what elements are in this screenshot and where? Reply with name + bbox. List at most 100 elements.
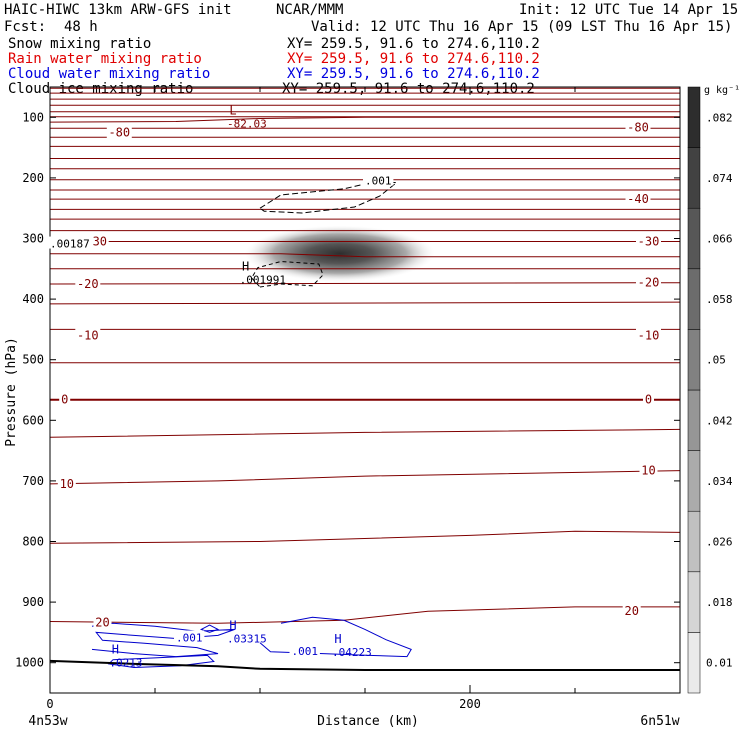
isotherm-label-bg — [643, 392, 654, 406]
field-cloudwater-name: Cloud water mixing ratio — [8, 66, 211, 82]
isotherm-label-bg — [625, 192, 651, 206]
isotherm-label-bg — [622, 604, 641, 618]
isotherm-label-bg — [106, 125, 132, 139]
extremum-value: .0213 — [109, 657, 142, 670]
colorbar-tick-label: .034 — [706, 475, 733, 488]
isotherm-21 — [49, 282, 681, 285]
y-tick-label: 300 — [22, 232, 44, 246]
contour-label: .001 — [176, 631, 203, 644]
extremum-value: .001991 — [240, 274, 286, 287]
colorbar-tick-label: .082 — [706, 111, 733, 124]
isotherm-27 — [49, 470, 681, 485]
field-cloudwater-xy: XY= 259.5, 91.6 to 274.6,110.2 — [287, 66, 540, 82]
extremum-h-marker: H — [112, 643, 119, 657]
field-snow-xy: XY= 259.5, 91.6 to 274.6,110.2 — [287, 36, 540, 52]
colorbar-tick-label: .018 — [706, 596, 733, 609]
colorbar-segment — [687, 632, 701, 694]
y-tick-label: 800 — [22, 535, 44, 549]
isotherm-label: -10 — [77, 328, 99, 342]
isotherm-label-bg — [57, 476, 76, 490]
isotherm-label-bg — [625, 120, 651, 134]
colorbar-segment — [687, 389, 701, 451]
field-rain-name: Rain water mixing ratio — [8, 51, 202, 67]
extremum-h-marker: H — [229, 618, 236, 632]
isotherm-label-bg — [636, 275, 661, 289]
x-tick-label: 200 — [459, 697, 481, 711]
valid-time: Valid: 12 UTC Thu 16 Apr 15 (09 LST Thu … — [311, 19, 733, 35]
colorbar-tick-label: 0.01 — [706, 657, 733, 670]
isotherm-label-bg — [636, 328, 661, 342]
colorbar-tick-label: .058 — [706, 293, 733, 306]
cloud-water-contour-left-inner — [107, 654, 215, 669]
colorbar-segment — [687, 510, 701, 573]
isotherm-label: 0 — [61, 393, 68, 407]
x-axis-title: Distance (km) — [317, 714, 419, 729]
cloud-water-contour-left-outer — [91, 622, 235, 658]
model-title: HAIC-HIWC 13km ARW-GFS init — [4, 2, 232, 18]
isotherm-label: -40 — [627, 192, 649, 206]
colorbar-segment — [687, 268, 701, 330]
colorbar-segment — [687, 147, 701, 209]
cloud-ice-contour-upper — [259, 180, 398, 214]
extremum-h-marker: H — [242, 260, 249, 274]
left-endpoint-label: 4n53w — [28, 714, 67, 729]
isotherm-26 — [49, 428, 681, 438]
isotherm-label: -30 — [638, 235, 660, 249]
fcst-value: 48 h — [64, 19, 98, 35]
colorbar-segment — [687, 450, 701, 512]
contour-label: .001 — [365, 175, 392, 188]
isotherm-label-bg — [636, 234, 661, 248]
isotherm-label: 0 — [645, 393, 652, 407]
contour-label-bg — [48, 236, 92, 249]
cloud-ice-contour-lower — [250, 260, 324, 288]
y-tick-label: 600 — [22, 413, 44, 427]
isotherm-label-bg — [59, 392, 71, 406]
colorbar-segment — [687, 86, 701, 148]
y-tick-label: 200 — [22, 171, 44, 185]
contour-label: .001 — [292, 645, 319, 658]
org-label: NCAR/MMM — [276, 2, 344, 18]
extremum-value: .03315 — [227, 632, 267, 645]
isotherm-19 — [50, 253, 680, 258]
isotherm-label-bg — [75, 276, 101, 290]
x-tick-label: 0 — [46, 697, 53, 711]
field-snow-name: Snow mixing ratio — [8, 36, 152, 52]
colorbar-tick-label: .074 — [706, 172, 733, 185]
colorbar-segment — [687, 329, 701, 391]
extremum-value: -82.03 — [227, 117, 267, 130]
y-tick-label: 100 — [22, 110, 44, 124]
isotherm-29 — [49, 606, 680, 624]
field-rain-xy: XY= 259.5, 91.6 to 274.6,110.2 — [287, 51, 540, 67]
isotherm-label: -20 — [77, 277, 99, 291]
right-endpoint-label: 6n51w — [640, 714, 679, 729]
y-tick-label: 900 — [22, 595, 44, 609]
isotherm-28 — [49, 530, 681, 544]
fcst-label: Fcst: — [4, 19, 47, 35]
y-tick-label: 700 — [22, 474, 44, 488]
extremum-h-marker: H — [334, 632, 341, 646]
extremum-l-marker: L — [229, 103, 236, 117]
isotherm-label-bg — [93, 615, 112, 629]
isotherm-label: -20 — [638, 276, 660, 290]
contour-label-bg — [174, 630, 205, 643]
isotherm-label: 10 — [641, 464, 655, 478]
colorbar-segment — [687, 571, 701, 633]
snow-mixing-ratio-shading — [244, 225, 435, 282]
y-axis-title: Pressure (hPa) — [4, 337, 19, 447]
isotherm-label: -80 — [627, 121, 649, 135]
terrain-line — [49, 659, 680, 671]
colorbar-tick-label: .026 — [706, 536, 733, 549]
isotherm-label: 20 — [95, 616, 109, 630]
isotherm-6 — [49, 116, 680, 123]
contour-label-bg — [363, 173, 394, 186]
isotherm-22 — [49, 301, 681, 305]
colorbar-tick-label: .042 — [706, 414, 733, 427]
extremum-value: .04223 — [332, 646, 372, 659]
colorbar-segment — [687, 207, 701, 270]
y-tick-label: 1000 — [15, 656, 44, 670]
colorbar-unit: g kg⁻¹ — [704, 85, 740, 96]
y-tick-label: 400 — [22, 292, 44, 306]
isotherm-label-bg — [639, 463, 658, 477]
contour-label: .00187 — [50, 238, 90, 251]
